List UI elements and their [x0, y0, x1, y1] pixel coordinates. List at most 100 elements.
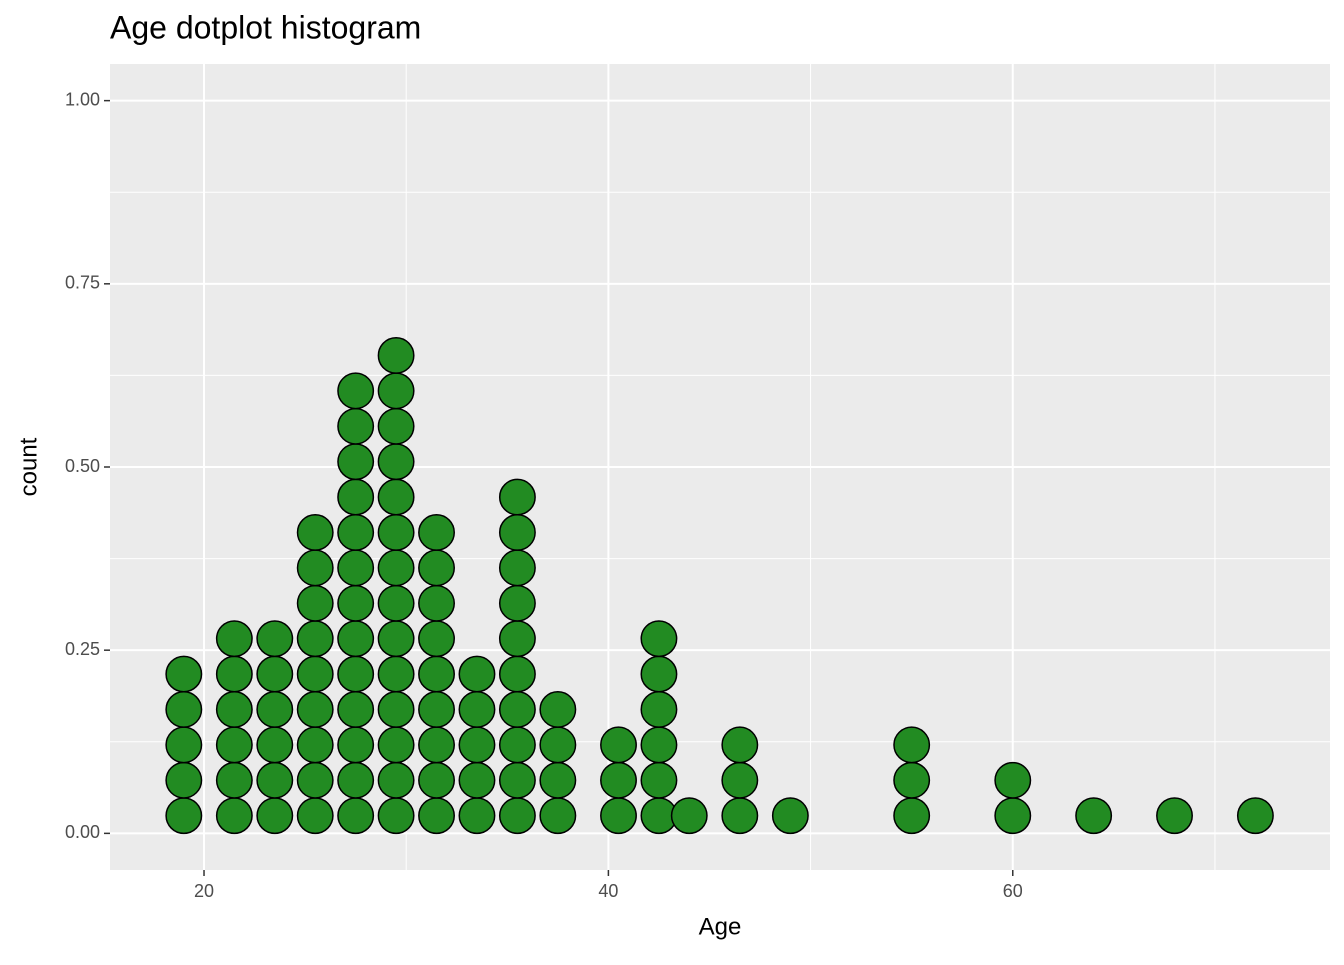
dot: [670, 797, 708, 835]
y-tick-label: 0.50: [65, 456, 100, 476]
dot: [498, 761, 536, 799]
dot: [640, 726, 678, 764]
dot: [296, 584, 334, 622]
dot: [296, 549, 334, 587]
dot: [256, 761, 294, 799]
dot: [165, 655, 203, 693]
dot: [994, 761, 1032, 799]
dot: [215, 620, 253, 658]
dot: [600, 797, 637, 835]
chart-title: Age dotplot histogram: [110, 9, 421, 45]
dot: [337, 549, 375, 587]
dot: [337, 797, 375, 835]
dot: [498, 726, 536, 764]
dot: [600, 761, 637, 799]
dot: [337, 761, 375, 799]
dot: [256, 655, 294, 693]
dot: [893, 726, 931, 764]
dot: [165, 761, 203, 799]
dot: [377, 797, 415, 835]
y-tick-label: 1.00: [65, 89, 100, 109]
dot: [640, 655, 678, 693]
x-tick-label: 20: [194, 881, 214, 901]
dot: [377, 443, 415, 481]
dot: [215, 726, 253, 764]
dot: [721, 726, 759, 764]
dot: [377, 514, 415, 551]
dot: [418, 655, 455, 693]
dot: [721, 797, 759, 835]
y-tick-label: 0.25: [65, 639, 100, 659]
dot: [337, 726, 375, 764]
dot: [377, 761, 415, 799]
dot: [377, 620, 415, 658]
dot: [215, 691, 253, 728]
dot: [377, 726, 415, 764]
dot: [640, 620, 678, 658]
x-tick-label: 40: [598, 881, 618, 901]
dot: [458, 691, 496, 728]
dot: [215, 797, 253, 835]
dot: [418, 797, 455, 835]
dot: [771, 797, 809, 835]
dot: [418, 620, 455, 658]
dot: [296, 726, 334, 764]
dot: [1236, 797, 1274, 835]
dot: [600, 726, 637, 764]
dot: [377, 372, 415, 410]
dot: [640, 691, 678, 728]
dot: [377, 691, 415, 728]
dot: [377, 655, 415, 693]
dot: [337, 443, 375, 481]
dot: [377, 549, 415, 587]
dot: [458, 761, 496, 799]
dot: [377, 407, 415, 445]
dot: [296, 691, 334, 728]
dot: [296, 761, 334, 799]
y-axis-title: count: [15, 437, 42, 496]
dot: [337, 514, 375, 551]
dot: [165, 691, 203, 728]
dot: [458, 726, 496, 764]
x-axis-title: Age: [699, 913, 742, 940]
dot: [337, 372, 375, 410]
dot: [418, 761, 455, 799]
dot: [498, 620, 536, 658]
dot: [418, 726, 455, 764]
dot: [377, 584, 415, 622]
dot: [1156, 797, 1193, 835]
dot: [377, 337, 415, 374]
dot: [337, 655, 375, 693]
dot: [215, 761, 253, 799]
dot: [337, 584, 375, 622]
dot: [458, 797, 496, 835]
dot: [256, 726, 294, 764]
dot: [296, 514, 334, 551]
dot: [498, 478, 536, 516]
dot: [418, 584, 455, 622]
dot: [539, 761, 577, 799]
dot: [893, 761, 931, 799]
dot: [640, 761, 678, 799]
dot: [458, 655, 496, 693]
dot: [498, 691, 536, 728]
y-tick-label: 0.00: [65, 822, 100, 842]
dot: [337, 407, 375, 445]
dot: [296, 620, 334, 658]
dot: [721, 761, 759, 799]
dot: [498, 797, 536, 835]
y-tick-label: 0.75: [65, 273, 100, 293]
dot: [377, 478, 415, 516]
dot: [256, 620, 294, 658]
dot: [1075, 797, 1113, 835]
x-tick-label: 60: [1003, 881, 1023, 901]
dot: [418, 514, 455, 551]
dot: [498, 514, 536, 551]
dot: [296, 797, 334, 835]
dot: [296, 655, 334, 693]
dot: [539, 691, 577, 728]
dot: [215, 655, 253, 693]
dot: [893, 797, 931, 835]
dot: [418, 549, 455, 587]
